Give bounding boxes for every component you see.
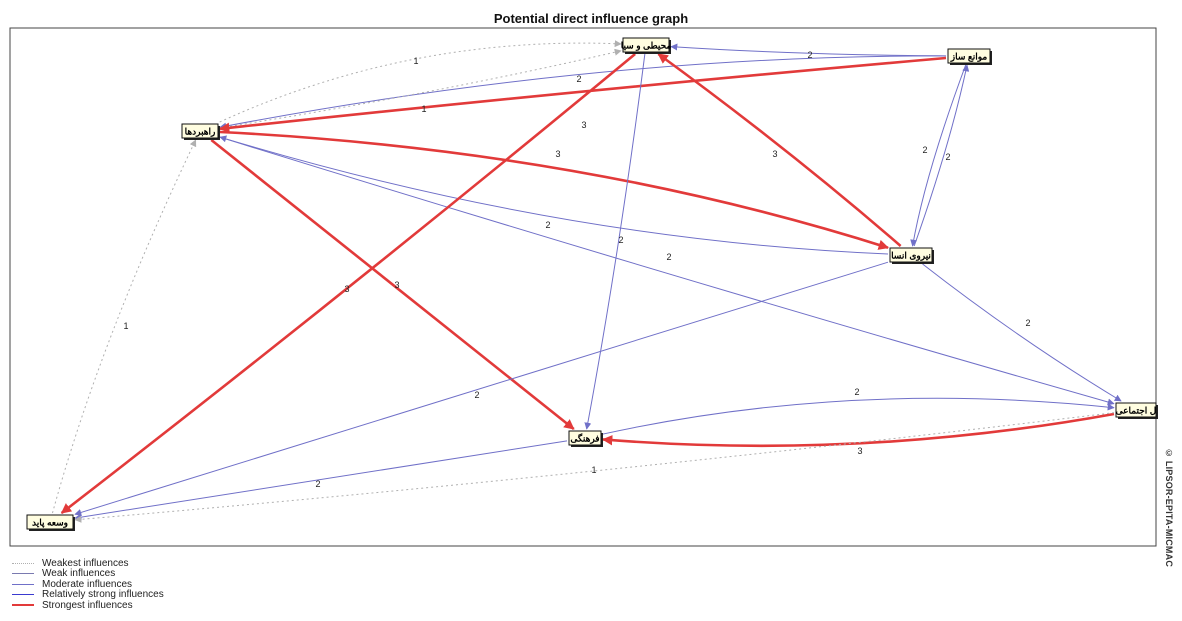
edge-n_niroo-to-n_toseh xyxy=(74,261,889,516)
edge-n_rahbord-to-n_ejtemai xyxy=(219,136,1115,406)
legend-swatch xyxy=(12,594,34,596)
edge-weight-label: 2 xyxy=(576,74,581,84)
node-n_ejtemai[interactable]: ل اجتماعی xyxy=(1115,402,1158,419)
edge-n_mohit-to-n_farhangi xyxy=(584,53,646,430)
edge-weight-label: 1 xyxy=(123,321,128,331)
node-box xyxy=(622,37,670,53)
node-n_farhangi[interactable]: فرهنگی xyxy=(568,430,603,447)
edge-n_niroo-to-n_rahbord xyxy=(219,135,889,255)
legend-label: Weak influences xyxy=(42,568,116,580)
legend-label: Moderate influences xyxy=(42,578,133,590)
edge-n_mavane-to-n_mohit xyxy=(670,43,947,57)
node-box xyxy=(889,247,933,263)
edge-weight-label: 1 xyxy=(413,56,418,66)
edge-weight-label: 2 xyxy=(945,152,950,162)
edge-weight-label: 2 xyxy=(807,50,812,60)
legend-item-strongest: Strongest influences xyxy=(12,600,164,611)
edge-n_ejtemai-to-n_toseh xyxy=(74,412,1115,523)
edge-n_farhangi-to-n_toseh xyxy=(74,440,568,521)
edge-weight-label: 2 xyxy=(315,479,320,489)
edges-layer xyxy=(51,40,1122,523)
legend-swatch xyxy=(12,583,34,585)
node-label: راهبردها xyxy=(185,127,216,138)
edge-weight-label: 3 xyxy=(772,149,777,159)
edge-weight-label: 2 xyxy=(618,235,623,245)
legend-swatch xyxy=(12,604,34,607)
node-box xyxy=(568,430,602,446)
edge-n_niroo-to-n_ejtemai xyxy=(922,263,1122,402)
edge-weight-label: 1 xyxy=(421,104,426,114)
edge-weight-label: 1 xyxy=(591,465,596,475)
edge-weight-label: 2 xyxy=(1025,318,1030,328)
edge-n_rahbord-to-n_mohit xyxy=(219,48,622,129)
node-n_niroo[interactable]: نیروی انسا xyxy=(889,247,934,264)
edge-n_rahbord-to-n_niroo xyxy=(219,130,889,250)
node-label: فرهنگی xyxy=(570,433,599,445)
edge-weight-label: 3 xyxy=(581,120,586,130)
edge-weight-label: 2 xyxy=(922,145,927,155)
node-label: محیطی و سیا xyxy=(621,41,672,52)
node-box xyxy=(26,514,74,530)
node-label: نیروی انسا xyxy=(891,251,931,262)
plot-border xyxy=(9,27,1157,547)
node-box xyxy=(181,123,219,139)
edge-n_niroo-to-n_mohit xyxy=(657,52,902,247)
edge-n_mohit-to-n_toseh xyxy=(60,52,636,515)
edge-weight-label: 3 xyxy=(555,149,560,159)
edge-labels-layer: 1 2 1 2 3 3 3 2 2 2 2 2 2 3 3 2 2 3 2 1 1 xyxy=(123,50,1030,489)
legend-label: Strongest influences xyxy=(42,599,133,611)
edge-weight-label: 3 xyxy=(344,284,349,294)
edge-weight-label: 2 xyxy=(474,390,479,400)
legend-swatch xyxy=(12,562,34,564)
node-label: موانع ساز xyxy=(950,52,988,63)
edge-n_niroo-to-n_mavane xyxy=(913,64,970,247)
edge-weight-label: 2 xyxy=(854,387,859,397)
node-n_mohit[interactable]: محیطی و سیا xyxy=(621,37,672,54)
legend: Weakest influences Weak influences Moderat… xyxy=(12,558,164,611)
edge-weight-label: 2 xyxy=(666,252,671,262)
legend-label: Weakest influences xyxy=(42,557,129,569)
node-label: وسعه پاید xyxy=(32,518,68,529)
graph-title: Potential direct influence graph xyxy=(493,11,689,26)
edge-n_rahbord-to-n_mohit xyxy=(219,40,622,123)
edge-n_toseh-to-n_rahbord xyxy=(51,139,197,514)
node-box xyxy=(947,48,991,64)
edge-n_mavane-to-n_niroo xyxy=(910,64,967,247)
edge-n_rahbord-to-n_farhangi xyxy=(210,138,575,431)
edge-n_mavane-to-n_rahbord xyxy=(218,56,947,134)
legend-swatch xyxy=(12,573,34,575)
edge-n_ejtemai-to-n_farhangi xyxy=(601,412,1115,448)
node-n_mavane[interactable]: موانع ساز xyxy=(947,48,992,65)
edge-weight-label: 3 xyxy=(857,446,862,456)
node-n_rahbord[interactable]: راهبردها xyxy=(181,123,220,140)
legend-item-weakest: Weakest influences xyxy=(12,558,164,569)
legend-label: Relatively strong influences xyxy=(42,589,164,601)
edge-n_farhangi-to-n_ejtemai xyxy=(602,397,1115,435)
nodes-layer: محیطی و سیا موانع ساز راهبردها نیروی انسا ل … xyxy=(26,37,1158,531)
copyright-text: © LIPSOR-EPITA-MICMAC xyxy=(1164,448,1174,568)
legend-item-weak: Weak influences xyxy=(12,568,164,580)
node-box xyxy=(1115,402,1157,418)
edge-weight-label: 2 xyxy=(545,220,550,230)
node-label: ل اجتماعی xyxy=(1116,406,1157,416)
edge-n_mavane-to-n_rahbord xyxy=(219,55,947,130)
node-n_toseh[interactable]: وسعه پاید xyxy=(26,514,75,531)
edge-weight-label: 3 xyxy=(394,280,399,290)
legend-item-relatively_strong: Relatively strong influences xyxy=(12,589,164,601)
legend-item-moderate: Moderate influences xyxy=(12,579,164,590)
